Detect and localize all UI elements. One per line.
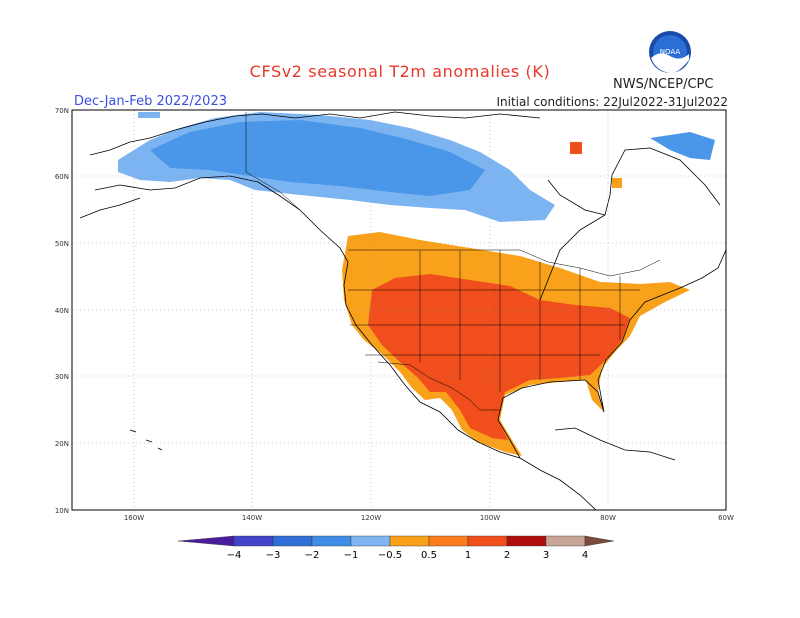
lat-label: 20N <box>55 440 69 448</box>
lon-label: 60W <box>718 514 734 522</box>
coastlines <box>79 111 726 510</box>
agency-label: NWS/NCEP/CPC <box>613 77 714 92</box>
colorbar-label: 4 <box>582 550 588 561</box>
lat-labels: 70N 60N 50N 40N 30N 20N 10N <box>55 107 69 515</box>
lat-label: 40N <box>55 307 69 315</box>
colorbar-label: −3 <box>266 550 281 561</box>
colorbar-label: 0.5 <box>421 550 437 561</box>
lon-label: 80W <box>600 514 616 522</box>
colorbar-label: −0.5 <box>378 550 402 561</box>
warm-anomaly-arctic <box>570 142 582 154</box>
colorbar-label: −2 <box>305 550 320 561</box>
lon-labels: 160W 140W 120W 100W 80W 60W <box>124 514 734 522</box>
lat-label: 10N <box>55 507 69 515</box>
colorbar-swatch <box>311 535 352 547</box>
colorbar-label: 3 <box>543 550 549 561</box>
chart-title: CFSv2 seasonal T2m anomalies (K) <box>249 62 551 81</box>
lat-label: 30N <box>55 373 69 381</box>
colorbar-label: 1 <box>465 550 471 561</box>
logo-text: NOAA <box>660 48 681 56</box>
lon-label: 160W <box>124 514 144 522</box>
lat-label: 60N <box>55 173 69 181</box>
political-borders <box>245 112 661 411</box>
colorbar-label: −1 <box>344 550 359 561</box>
initial-conditions: Initial conditions: 22Jul2022-31Jul2022 <box>496 95 728 109</box>
season-period: Dec-Jan-Feb 2022/2023 <box>74 94 227 109</box>
lat-label: 70N <box>55 107 69 115</box>
colorbar-swatch <box>272 535 313 547</box>
map-frame <box>71 109 727 511</box>
colorbar-swatch <box>467 535 508 547</box>
lon-label: 140W <box>242 514 262 522</box>
lon-label: 100W <box>480 514 500 522</box>
colorbar-label: −4 <box>227 550 242 561</box>
cool-anomaly-core <box>150 120 485 196</box>
colorbar: −4 −3 −2 −1 −0.5 0.5 1 2 3 4 <box>177 535 615 561</box>
noaa-logo: NOAA <box>649 31 691 74</box>
colorbar-swatch <box>233 535 274 547</box>
lat-label: 50N <box>55 240 69 248</box>
colorbar-swatch <box>177 535 235 547</box>
colorbar-swatch <box>545 535 586 547</box>
colorbar-swatch <box>506 535 547 547</box>
colorbar-label: 2 <box>504 550 510 561</box>
warm-anomaly-core <box>368 274 630 440</box>
colorbar-swatch <box>389 535 430 547</box>
colorbar-swatch <box>428 535 469 547</box>
lon-label: 120W <box>361 514 381 522</box>
colorbar-swatch <box>350 535 391 547</box>
cool-anomaly-bering <box>138 112 160 118</box>
cool-anomaly-east <box>650 132 715 160</box>
colorbar-swatch <box>584 535 615 547</box>
warm-anomaly-hudson <box>612 178 622 188</box>
graticule <box>72 110 726 510</box>
